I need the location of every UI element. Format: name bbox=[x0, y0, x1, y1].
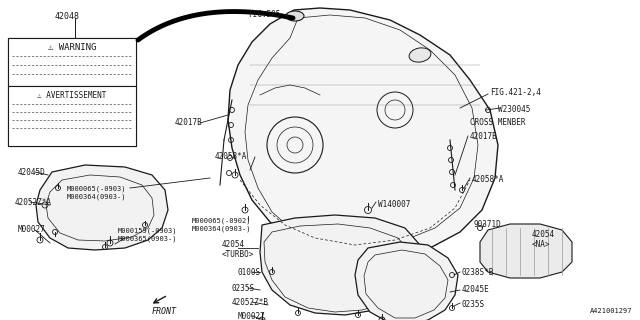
Text: CROSS MENBER: CROSS MENBER bbox=[470, 118, 525, 127]
Polygon shape bbox=[355, 242, 458, 320]
Ellipse shape bbox=[409, 48, 431, 62]
Text: <TURBO>: <TURBO> bbox=[222, 250, 254, 259]
Text: 0100S: 0100S bbox=[238, 268, 261, 277]
Text: W230045: W230045 bbox=[498, 105, 531, 114]
Bar bbox=[8, 38, 136, 86]
Polygon shape bbox=[480, 224, 572, 278]
Text: 42048: 42048 bbox=[55, 12, 80, 21]
Text: ⚠ WARNING: ⚠ WARNING bbox=[48, 43, 96, 52]
Text: 0235S: 0235S bbox=[462, 300, 485, 309]
Text: A421001297: A421001297 bbox=[589, 308, 632, 314]
Text: 42054: 42054 bbox=[532, 230, 555, 239]
Bar bbox=[8, 38, 136, 146]
Text: FIG.421-2,4: FIG.421-2,4 bbox=[490, 88, 541, 97]
Text: M00027: M00027 bbox=[18, 225, 45, 234]
Text: 42058*A: 42058*A bbox=[215, 152, 248, 161]
Text: 42045E: 42045E bbox=[462, 285, 490, 294]
Text: 42052Z*A: 42052Z*A bbox=[15, 198, 52, 207]
Text: M000159(-0903): M000159(-0903) bbox=[118, 228, 177, 235]
Text: 42054: 42054 bbox=[222, 240, 245, 249]
Text: 42017B: 42017B bbox=[470, 132, 498, 141]
Text: W140007: W140007 bbox=[378, 200, 410, 209]
Text: 42045D: 42045D bbox=[18, 168, 45, 177]
Ellipse shape bbox=[286, 11, 304, 21]
Text: FIG.505: FIG.505 bbox=[248, 10, 280, 19]
Polygon shape bbox=[228, 8, 498, 255]
Text: 42052Z*B: 42052Z*B bbox=[232, 298, 269, 307]
Text: ⚠ AVERTISSEMENT: ⚠ AVERTISSEMENT bbox=[37, 91, 107, 100]
Text: 90371D: 90371D bbox=[474, 220, 502, 229]
Text: 42058*A: 42058*A bbox=[472, 175, 504, 184]
Text: M000365(0903-): M000365(0903-) bbox=[118, 236, 177, 243]
Text: <NA>: <NA> bbox=[532, 240, 550, 249]
Text: M000065(-0903): M000065(-0903) bbox=[67, 185, 127, 191]
Text: 0238S*B: 0238S*B bbox=[462, 268, 494, 277]
Bar bbox=[8, 86, 136, 146]
Polygon shape bbox=[260, 215, 422, 315]
Text: 0235S: 0235S bbox=[232, 284, 255, 293]
Text: FRONT: FRONT bbox=[152, 307, 177, 316]
Text: M000065(-0902): M000065(-0902) bbox=[192, 218, 252, 225]
Polygon shape bbox=[36, 165, 168, 250]
Text: M000364(0903-): M000364(0903-) bbox=[192, 226, 252, 233]
Text: 42017B: 42017B bbox=[175, 118, 203, 127]
Text: M00027: M00027 bbox=[238, 312, 266, 320]
Text: M000364(0903-): M000364(0903-) bbox=[67, 193, 127, 199]
